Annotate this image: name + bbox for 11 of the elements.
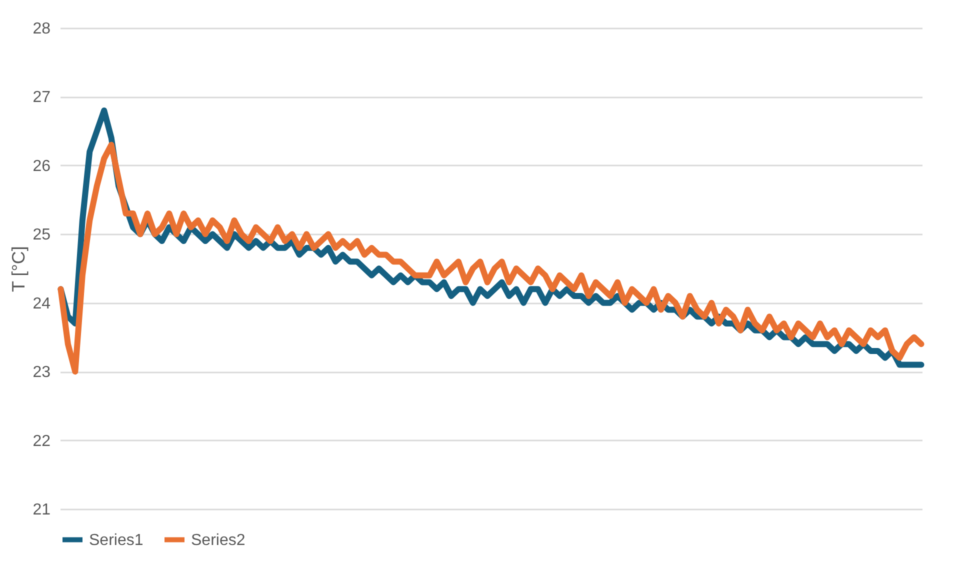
y-tick-label: 21 [32,502,51,518]
y-tick-label: 27 [32,89,51,106]
y-tick-label: 28 [32,20,51,38]
y-tick-label: 24 [32,295,51,312]
legend-label: Series2 [191,532,246,549]
y-tick-label: 23 [32,364,51,382]
y-tick-label: 25 [32,226,51,244]
legend-label: Series1 [89,532,144,549]
y-tick-label: 26 [32,158,51,175]
y-tick-label: 22 [32,432,51,450]
y-axis-title: T [°C] [8,246,29,292]
